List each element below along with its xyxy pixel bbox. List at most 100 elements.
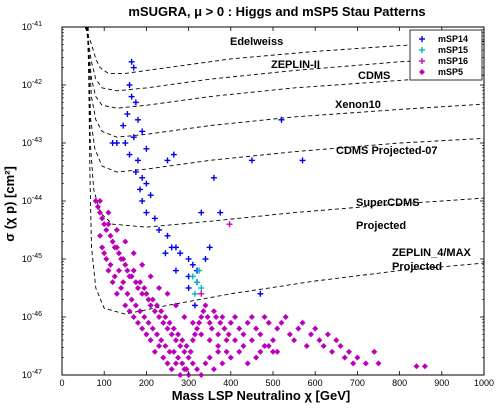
legend-label-msp5: mSP5: [438, 67, 463, 77]
legend-marker-msp15: [419, 47, 425, 53]
x-tick-label: 600: [308, 378, 323, 388]
point-msp5: [115, 250, 123, 257]
point-msp14: [132, 169, 139, 175]
point-msp5: [177, 371, 184, 379]
point-msp14: [124, 111, 131, 117]
point-msp16: [226, 221, 233, 228]
point-msp5: [105, 267, 112, 274]
point-msp5: [164, 325, 171, 332]
point-msp5: [113, 226, 120, 234]
y-tick-label: 10-47: [22, 369, 42, 380]
point-msp5: [265, 319, 272, 326]
point-msp15: [194, 279, 201, 286]
point-msp5: [160, 319, 167, 326]
point-msp5: [130, 313, 137, 321]
point-msp14: [170, 151, 177, 158]
point-msp5: [160, 354, 167, 361]
point-msp5: [103, 255, 110, 263]
point-msp5: [172, 302, 180, 309]
point-msp5: [155, 342, 163, 350]
limit-curves: [84, 26, 485, 315]
point-msp5: [164, 290, 171, 297]
point-msp5: [225, 331, 232, 338]
point-msp5: [183, 366, 190, 373]
point-msp5: [295, 325, 302, 332]
point-msp5: [141, 313, 148, 321]
x-tick-label: 900: [434, 378, 449, 388]
point-msp5: [221, 325, 228, 332]
point-msp5: [96, 197, 104, 205]
point-msp5: [257, 348, 264, 355]
point-msp5: [198, 313, 205, 321]
point-msp14: [143, 145, 150, 152]
point-msp5: [375, 360, 382, 367]
point-msp5: [210, 366, 218, 373]
point-msp5: [324, 331, 331, 338]
point-msp5: [202, 302, 209, 309]
point-msp5: [122, 261, 129, 268]
point-msp5: [421, 363, 429, 370]
point-msp5: [99, 244, 106, 251]
point-msp14: [189, 261, 196, 268]
point-msp5: [172, 337, 180, 344]
limit-curve: [87, 26, 485, 315]
point-msp5: [210, 308, 218, 315]
point-msp5: [212, 313, 220, 321]
point-msp5: [117, 284, 125, 292]
point-msp5: [261, 313, 268, 321]
point-msp5: [265, 342, 272, 350]
point-msp5: [166, 348, 173, 355]
x-axis-label: Mass LSP Neutralino χ [GeV]: [172, 388, 350, 403]
x-tick-label: 200: [139, 378, 154, 388]
point-msp5: [143, 290, 150, 297]
point-msp5: [109, 238, 116, 245]
point-msp5: [177, 342, 184, 350]
point-msp5: [206, 319, 213, 326]
point-msp5: [158, 308, 165, 315]
point-msp14: [177, 250, 184, 257]
point-msp5: [204, 313, 211, 321]
point-msp5: [139, 290, 146, 297]
point-msp5: [128, 296, 135, 303]
point-msp5: [153, 331, 161, 338]
point-msp5: [299, 319, 306, 326]
point-msp5: [193, 366, 201, 373]
point-msp5: [248, 313, 255, 321]
y-tick-label: 10-46: [22, 311, 42, 322]
point-msp5: [174, 331, 182, 338]
point-msp5: [236, 325, 243, 332]
point-msp5: [198, 371, 205, 379]
point-msp5: [219, 313, 226, 321]
point-msp5: [109, 279, 116, 286]
point-msp14: [128, 58, 135, 65]
x-tick-label: 100: [97, 378, 112, 388]
point-msp5: [130, 267, 137, 274]
point-msp14: [137, 186, 144, 193]
curve-label-supercdms: SuperCDMS: [356, 197, 420, 209]
point-msp14: [134, 116, 141, 123]
y-tick-label: 10-45: [22, 253, 42, 264]
point-msp5: [145, 319, 152, 326]
point-msp5: [120, 279, 127, 286]
point-msp5: [139, 261, 146, 268]
point-msp5: [328, 348, 336, 355]
point-msp5: [107, 232, 114, 239]
point-msp5: [147, 337, 154, 344]
point-msp5: [107, 261, 114, 268]
point-msp5: [126, 308, 133, 315]
point-msp5: [111, 273, 118, 280]
point-msp5: [170, 325, 177, 332]
point-msp5: [122, 238, 129, 245]
limit-curve: [87, 26, 485, 228]
point-msp5: [94, 203, 101, 210]
point-msp5: [136, 279, 144, 286]
point-msp14: [172, 244, 179, 251]
point-msp5: [312, 325, 319, 332]
limit-curve: [86, 26, 485, 138]
point-msp5: [174, 354, 182, 361]
point-msp14: [164, 157, 171, 164]
point-msp5: [227, 354, 234, 361]
point-msp14: [134, 157, 141, 164]
point-msp14: [162, 250, 169, 257]
plot-area: 0 100 200 300 400 500 600 700 800 900 1000 10-41 10-…: [22, 21, 494, 388]
